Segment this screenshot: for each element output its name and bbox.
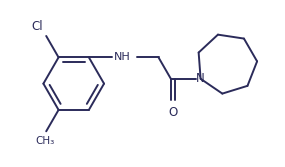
Text: Cl: Cl	[31, 20, 43, 33]
Text: O: O	[168, 106, 178, 119]
Text: N: N	[196, 72, 205, 85]
Text: CH₃: CH₃	[35, 136, 54, 146]
Text: NH: NH	[114, 52, 131, 62]
